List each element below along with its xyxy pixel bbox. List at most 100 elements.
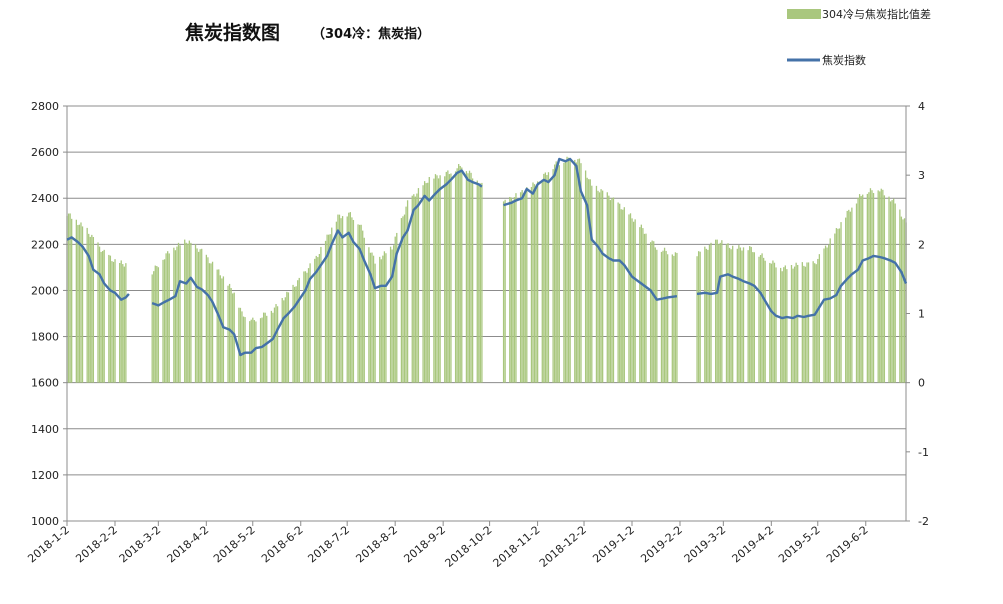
- bar-203: [546, 175, 548, 383]
- bar-72: [242, 316, 245, 383]
- bar-141: [393, 245, 395, 383]
- bar-102: [307, 268, 310, 383]
- x-tick-label-1: 2018-2-2: [73, 523, 120, 565]
- bar-322: [823, 248, 825, 383]
- bar-213: [567, 157, 570, 383]
- bar-90: [283, 300, 285, 383]
- bar-209: [558, 165, 560, 383]
- bar-49: [194, 244, 197, 383]
- x-tick-label-6: 2018-7-2: [306, 523, 353, 565]
- bar-185: [509, 196, 511, 383]
- bar-25: [120, 260, 122, 383]
- bar-56: [208, 263, 211, 383]
- bar-315: [806, 262, 808, 383]
- bar-218: [578, 158, 581, 383]
- bar-243: [632, 221, 635, 383]
- bar-354: [891, 200, 893, 383]
- bar-169: [454, 171, 457, 383]
- bar-125: [358, 224, 361, 383]
- bar-27: [123, 266, 125, 383]
- bar-305: [784, 265, 786, 383]
- bar-178: [471, 178, 474, 383]
- bar-246: [640, 224, 642, 383]
- bar-173: [461, 167, 463, 383]
- bar-158: [428, 177, 430, 383]
- bar-46: [187, 243, 189, 383]
- bar-184: [504, 199, 506, 383]
- bar-106: [317, 257, 319, 383]
- bar-57: [210, 263, 212, 383]
- bar-81: [262, 312, 265, 383]
- bar-300: [773, 262, 776, 383]
- y-left-tick-label-0: 1000: [31, 515, 59, 528]
- bar-198: [535, 185, 537, 383]
- bar-143: [396, 232, 398, 383]
- bar-161: [436, 175, 438, 383]
- bar-142: [394, 236, 396, 383]
- bar-311: [797, 264, 799, 383]
- bar-34: [162, 259, 164, 383]
- line-series: [66, 157, 908, 357]
- bar-332: [845, 217, 847, 383]
- bar-287: [747, 250, 749, 383]
- bar-313: [803, 265, 805, 383]
- bar-129: [368, 247, 370, 383]
- bar-244: [634, 219, 636, 383]
- x-tick-label-16: 2019-5-2: [776, 523, 823, 565]
- bar-30: [153, 271, 155, 383]
- x-tick-label-5: 2018-6-2: [259, 523, 306, 565]
- bar-325: [828, 244, 830, 383]
- bar-100: [304, 271, 307, 383]
- bar-326: [829, 238, 831, 383]
- bar-355: [893, 198, 895, 383]
- bar-52: [199, 249, 201, 383]
- bar-259: [667, 254, 669, 383]
- bar-6: [78, 224, 81, 383]
- bar-123: [352, 219, 355, 383]
- bar-series: [66, 156, 907, 383]
- bar-11: [89, 236, 91, 383]
- bar-306: [786, 269, 788, 383]
- y-left-tick-label-4: 1800: [31, 331, 59, 344]
- bar-360: [903, 218, 906, 383]
- y-left-tick-label-2: 1400: [31, 423, 59, 436]
- bar-107: [318, 254, 321, 383]
- bar-253: [654, 247, 656, 383]
- bar-221: [586, 177, 588, 383]
- bar-327: [834, 233, 836, 383]
- bar-118: [341, 216, 344, 383]
- bar-121: [349, 212, 351, 383]
- bar-237: [620, 209, 622, 383]
- bar-341: [862, 194, 864, 383]
- bar-132: [372, 255, 375, 383]
- bar-250: [649, 242, 652, 383]
- bar-54: [205, 254, 208, 383]
- bar-216: [575, 162, 577, 383]
- bar-40: [174, 250, 177, 383]
- bar-298: [770, 263, 773, 383]
- bar-115: [337, 214, 339, 383]
- bar-175: [467, 173, 469, 383]
- bar-59: [216, 269, 218, 383]
- bar-345: [871, 190, 873, 383]
- bar-126: [360, 224, 362, 383]
- bar-229: [602, 190, 604, 383]
- line-segment-1: [151, 169, 483, 357]
- bar-317: [812, 261, 814, 383]
- bar-353: [889, 201, 892, 383]
- x-tick-label-17: 2019-6-2: [824, 523, 871, 565]
- bar-261: [673, 255, 675, 383]
- bar-138: [385, 253, 387, 383]
- bar-38: [168, 253, 170, 383]
- bar-352: [888, 196, 890, 383]
- bar-146: [403, 214, 406, 383]
- bar-288: [749, 246, 751, 383]
- bar-266: [699, 251, 701, 383]
- bar-234: [612, 197, 615, 383]
- line-segment-0: [66, 236, 130, 301]
- bar-328: [835, 228, 838, 383]
- y-left-tick-label-8: 2600: [31, 146, 59, 159]
- bar-329: [837, 228, 839, 383]
- bar-124: [357, 224, 359, 383]
